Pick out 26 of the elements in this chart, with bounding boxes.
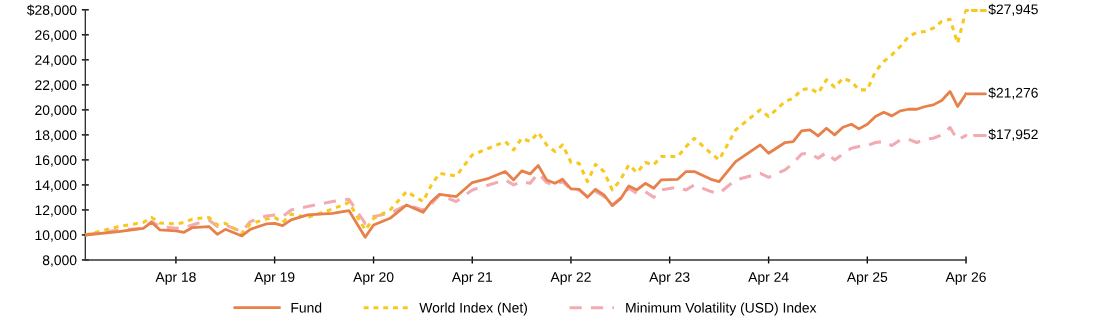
- x-tick-label: Apr 24: [748, 272, 789, 285]
- legend-label: Minimum Volatility (USD) Index: [626, 302, 817, 316]
- x-tick-label: Apr 22: [550, 272, 591, 285]
- x-tick-label: Apr 18: [155, 272, 196, 285]
- y-tick-label: 16,000: [35, 155, 77, 167]
- x-tick-label: Apr 21: [451, 272, 493, 285]
- y-tick-label: 22,000: [35, 80, 77, 92]
- y-tick-label: 10,000: [35, 230, 77, 242]
- y-tick-label: 12,000: [35, 205, 77, 217]
- x-tick-label: Apr 25: [846, 272, 888, 285]
- y-tick-label: 24,000: [35, 55, 77, 67]
- y-tick-label: $28,000: [26, 4, 77, 17]
- annotation: $21,276: [988, 87, 1038, 100]
- legend-label: World Index (Net): [419, 302, 527, 316]
- annotation: $17,952: [988, 128, 1038, 141]
- y-tick-label: 8,000: [42, 255, 77, 267]
- y-tick-label: 14,000: [35, 180, 77, 192]
- x-tick-label: Apr 23: [649, 272, 690, 285]
- annotation: $27,945: [988, 3, 1038, 16]
- x-tick-label: Apr 26: [945, 272, 986, 285]
- y-tick-label: 18,000: [35, 130, 77, 142]
- legend-label: Fund: [291, 302, 322, 313]
- x-tick-label: Apr 20: [353, 272, 394, 285]
- y-tick-label: 26,000: [35, 30, 77, 42]
- y-tick-label: 20,000: [35, 105, 77, 117]
- x-tick-label: Apr 19: [254, 272, 295, 285]
